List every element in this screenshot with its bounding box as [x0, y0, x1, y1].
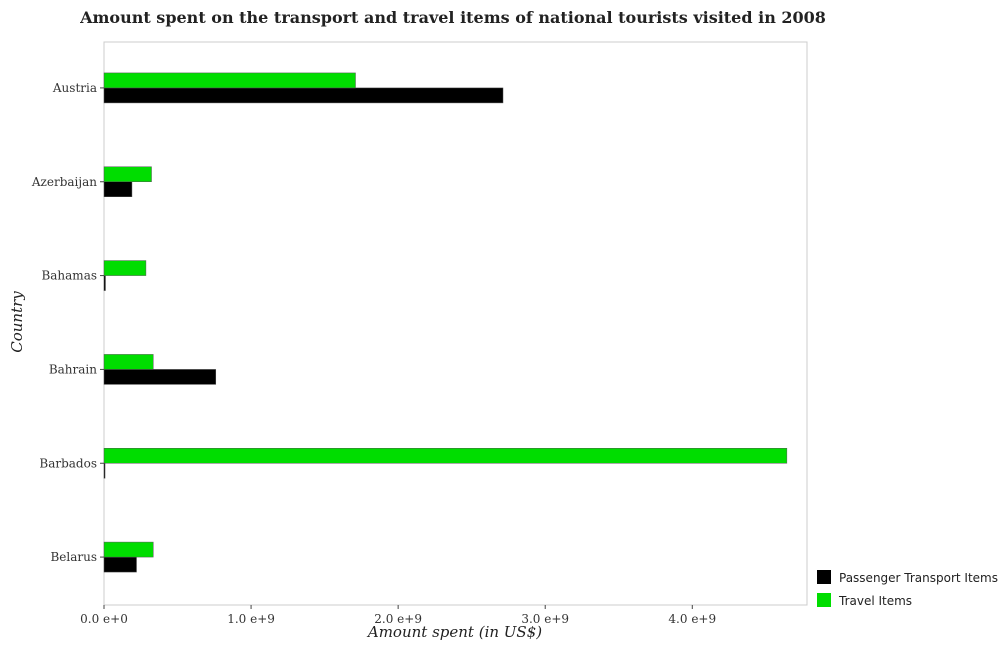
bar-travel-items-bahrain	[103, 354, 154, 370]
bar-travel-items-austria	[103, 72, 356, 89]
x-tick-label: 2.0 e+9	[374, 612, 422, 626]
x-tick-label: 4.0 e+9	[668, 612, 716, 626]
bar-travel-items-bahamas	[103, 260, 147, 276]
bars	[103, 72, 788, 573]
chart-title: Amount spent on the transport and travel…	[79, 8, 826, 27]
y-tick-label-bahrain: Bahrain	[49, 362, 97, 376]
bar-travel-items-belarus	[103, 541, 154, 558]
y-tick-label-barbados: Barbados	[39, 456, 97, 470]
bar-passenger-transport-items-azerbaijan	[103, 181, 133, 197]
x-tick-label: 3.0 e+9	[521, 612, 569, 626]
bar-passenger-transport-items-bahrain	[103, 369, 217, 385]
bar-passenger-transport-items-bahamas	[103, 275, 106, 291]
legend-label-passenger: Passenger Transport Items	[839, 571, 998, 585]
bar-travel-items-azerbaijan	[103, 166, 152, 182]
bar-passenger-transport-items-belarus	[103, 556, 137, 573]
legend-swatch-passenger	[817, 570, 831, 584]
y-tick-label-austria: Austria	[52, 81, 97, 95]
bar-travel-items-barbados	[103, 448, 788, 464]
legend: Passenger Transport Items Travel Items	[817, 570, 998, 608]
plot-area	[103, 41, 808, 606]
y-axis-title: Country	[8, 291, 26, 353]
legend-swatch-travel	[817, 593, 831, 607]
y-tick-label-belarus: Belarus	[50, 550, 97, 564]
x-tick-labels: 0.0 e+0 1.0 e+9 2.0 e+9 3.0 e+9 4.0 e+9	[80, 605, 716, 626]
y-tick-labels: Austria Azerbaijan Bahamas Bahrain Barbados B…	[31, 81, 104, 564]
bar-passenger-transport-items-barbados	[103, 463, 106, 479]
y-tick-label-bahamas: Bahamas	[41, 269, 97, 283]
x-tick-label: 1.0 e+9	[227, 612, 275, 626]
x-axis-title: Amount spent (in US$)	[366, 623, 542, 641]
bar-passenger-transport-items-austria	[103, 87, 504, 104]
y-tick-label-azerbaijan: Azerbaijan	[31, 175, 97, 189]
legend-label-travel: Travel Items	[838, 594, 912, 608]
x-tick-label: 0.0 e+0	[80, 612, 128, 626]
